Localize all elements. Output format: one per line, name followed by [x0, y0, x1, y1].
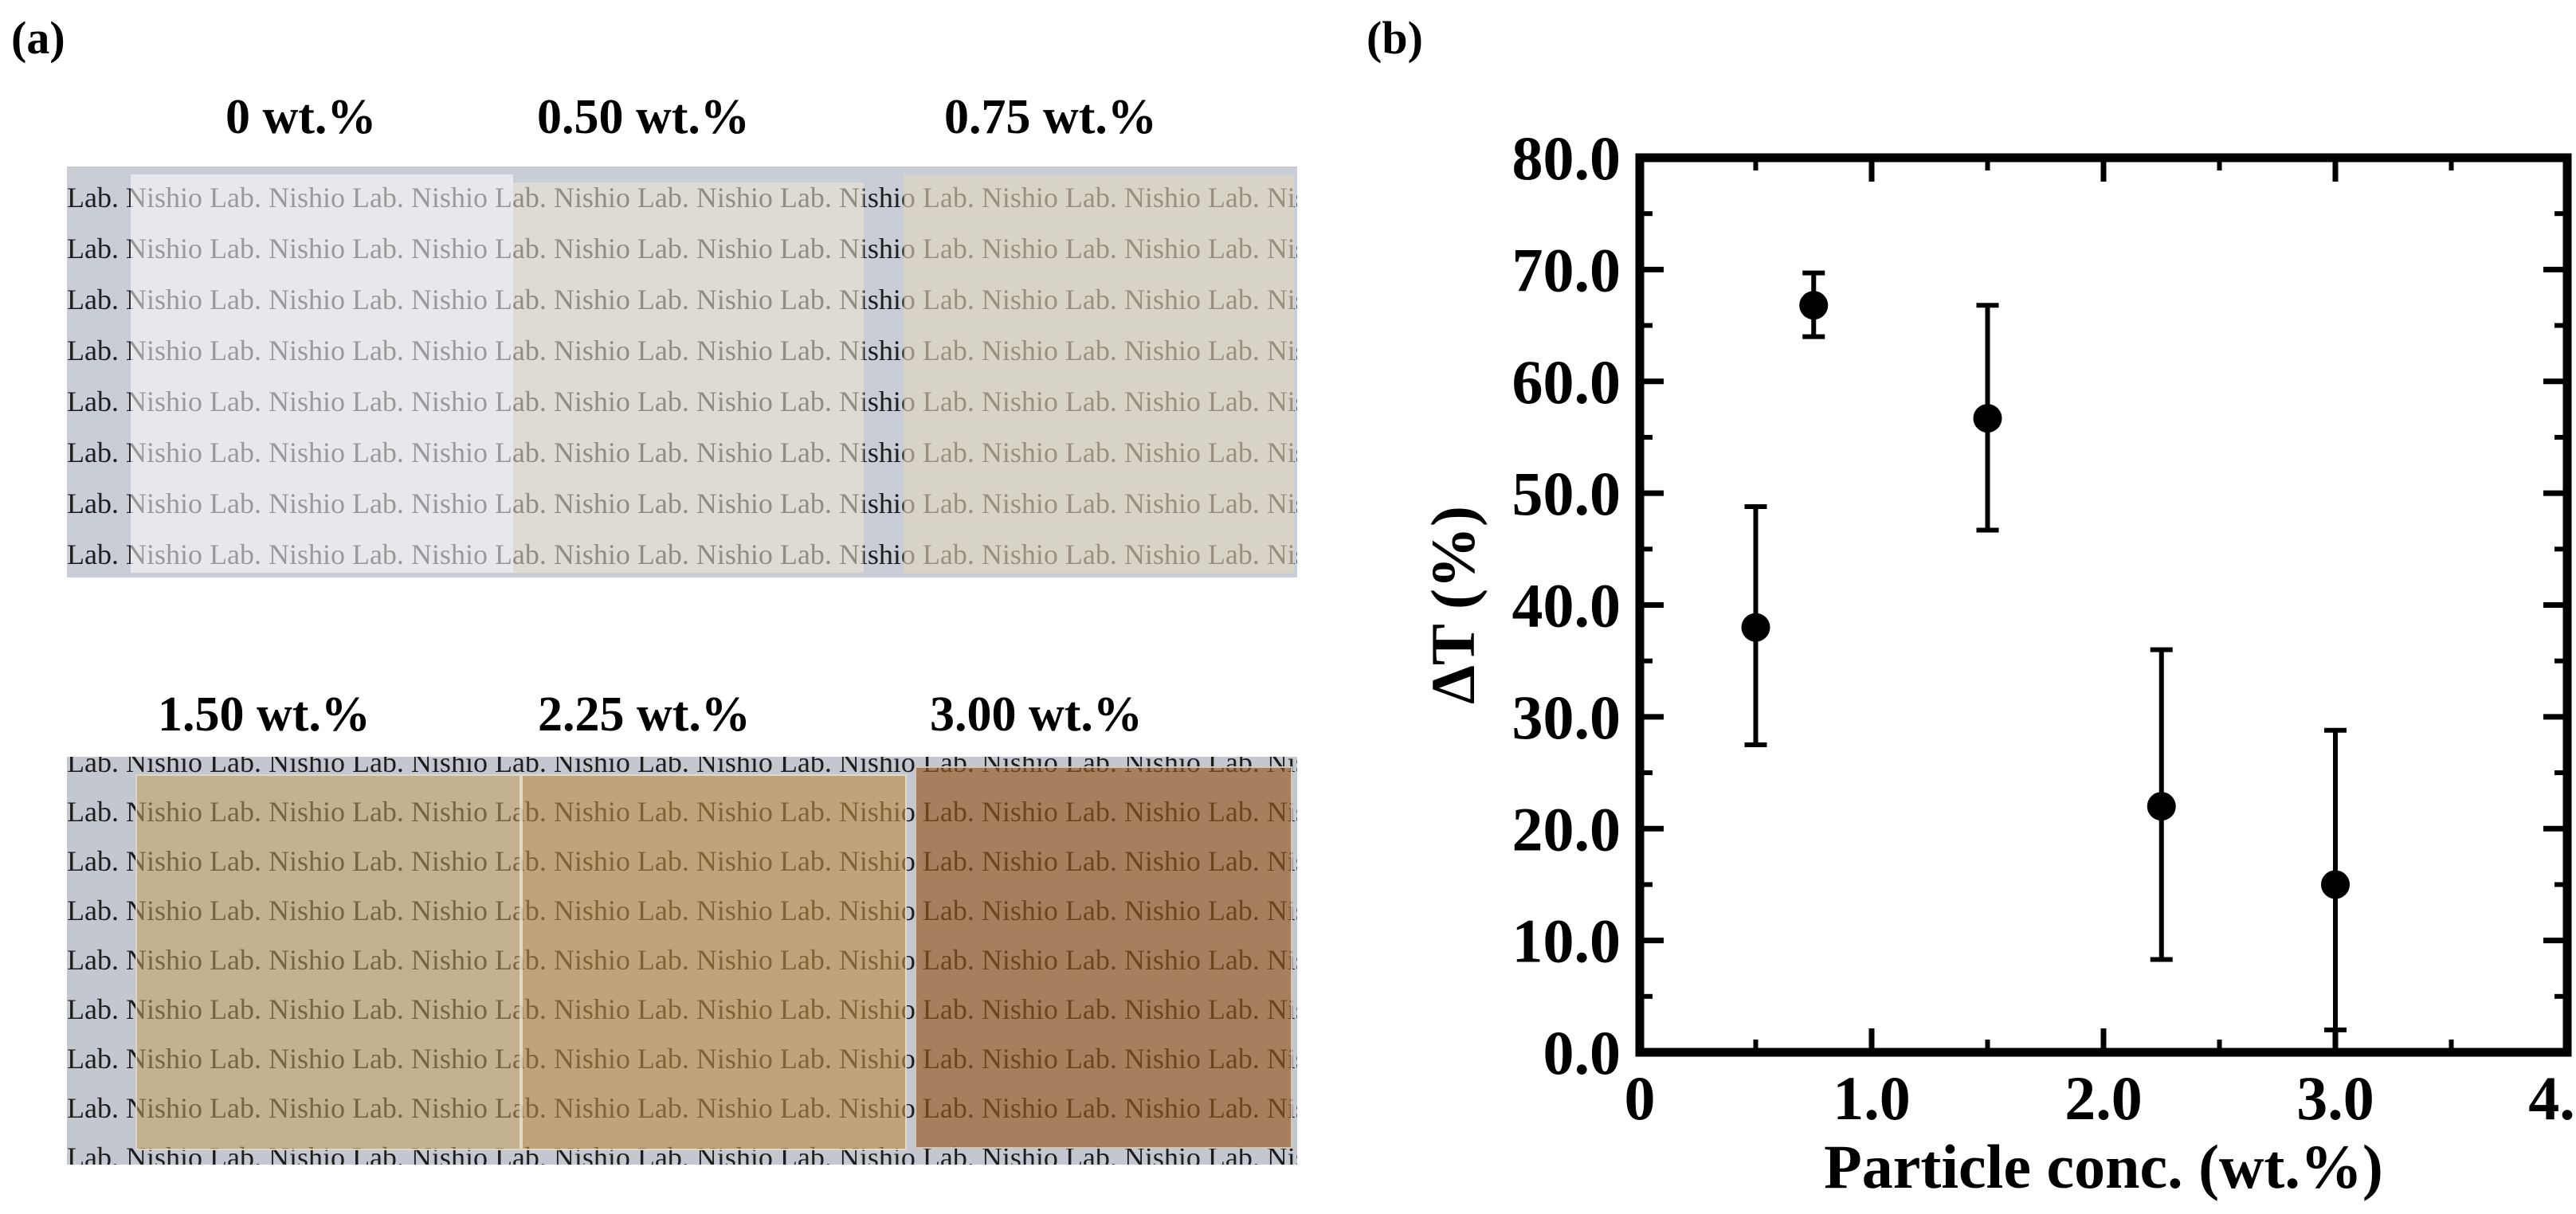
- film-sample-150: [135, 774, 521, 1150]
- y-tick-label: 10.0: [1512, 907, 1621, 976]
- concentration-label-0: 0 wt.%: [225, 90, 377, 144]
- film-sample-225: [521, 774, 907, 1150]
- y-tick-label: 80.0: [1512, 123, 1621, 193]
- y-tick-label: 60.0: [1512, 347, 1621, 417]
- film-sample-075: [904, 174, 1294, 573]
- y-tick-label: 0.0: [1543, 1018, 1621, 1087]
- x-tick-label: 3.0: [2296, 1063, 2374, 1133]
- y-tick-label: 30.0: [1512, 683, 1621, 752]
- concentration-label-075: 0.75 wt.%: [944, 90, 1157, 144]
- concentration-label-150: 1.50 wt.%: [158, 687, 371, 742]
- x-tick-label: 4.0: [2528, 1063, 2576, 1133]
- film-sample-0: [131, 174, 513, 573]
- concentration-label-050: 0.50 wt.%: [537, 90, 750, 144]
- film-sample-050: [513, 182, 864, 573]
- plot-frame: [1635, 153, 2572, 1057]
- y-tick-label: 70.0: [1512, 235, 1621, 304]
- y-tick-label: 40.0: [1512, 571, 1621, 640]
- concentration-label-225: 2.25 wt.%: [538, 687, 751, 742]
- y-tick-label: 50.0: [1512, 459, 1621, 528]
- data-point: [1973, 404, 2002, 433]
- panel-b-label: (b): [1366, 12, 1423, 64]
- sample-photo-top-row: Lab. Nishio Lab. Nishio Lab. Nishio Lab.…: [67, 166, 1297, 578]
- data-point: [1741, 613, 1770, 642]
- data-point: [2147, 792, 2176, 821]
- x-tick-label: 0: [1625, 1063, 1656, 1133]
- film-sample-300: [915, 766, 1292, 1149]
- x-axis-label: Particle conc. (wt.%): [1824, 1132, 2383, 1201]
- data-point: [1799, 291, 1829, 320]
- x-tick-label: 2.0: [2064, 1063, 2143, 1133]
- y-tick-label: 20.0: [1512, 794, 1621, 864]
- data-point: [2321, 870, 2350, 899]
- concentration-label-300: 3.00 wt.%: [930, 687, 1143, 742]
- panel-a-label: (a): [11, 12, 65, 64]
- x-tick-label: 1.0: [1833, 1063, 1911, 1133]
- y-axis-label: ΔT (%): [1418, 506, 1488, 704]
- sample-photo-bottom-row: Lab. Nishio Lab. Nishio Lab. Nishio Lab.…: [67, 757, 1297, 1165]
